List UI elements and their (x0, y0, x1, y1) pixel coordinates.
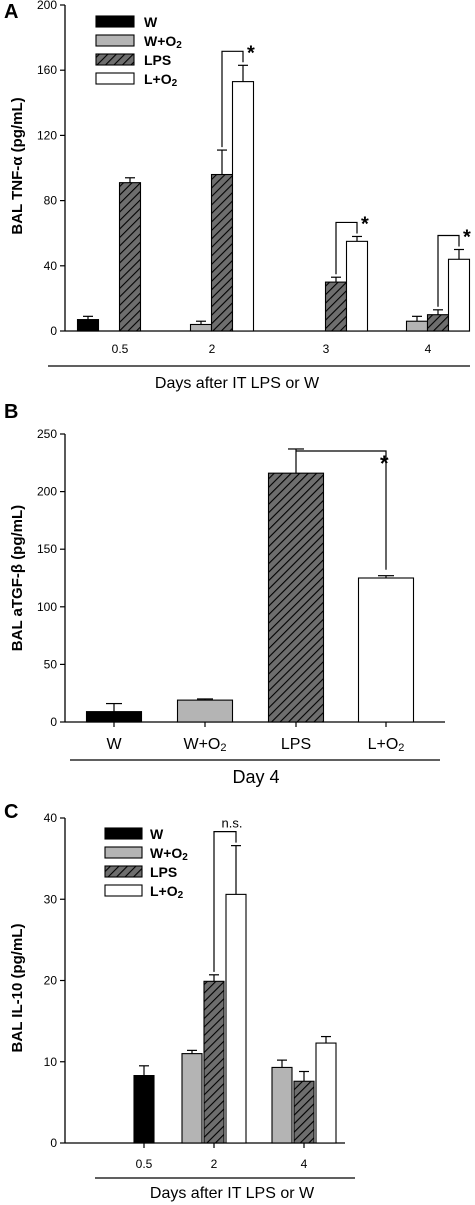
panel-a-y-tick-label: 200 (37, 0, 57, 12)
panel-a-bar (324, 281, 348, 332)
panel-b-significance-mark: * (380, 451, 389, 476)
panel-c-bar (315, 1042, 337, 1144)
panel-b-bar (267, 472, 325, 723)
panel-c-x-tick-label: 4 (301, 1157, 308, 1171)
panel-c-x-tick-label: 2 (211, 1157, 218, 1171)
panel-b-x-tick-label: W+O2 (183, 736, 226, 754)
panel-c-bar (293, 1080, 315, 1144)
panel-a-legend-label: W (144, 14, 158, 30)
panel-a-y-tick-label: 160 (37, 63, 57, 77)
panel-b-y-tick-label: 200 (37, 485, 57, 499)
panel-a-bar (447, 258, 471, 332)
panel-c-bar (203, 980, 225, 1144)
panel-c-legend-swatch (104, 884, 143, 897)
panel-b-bar (85, 711, 143, 723)
panel-a-legend-label: W+O2 (144, 33, 182, 51)
panel-a-bar (118, 182, 142, 332)
panel-a-label: A (4, 1, 18, 23)
panel-c-y-tick-label: 20 (44, 974, 58, 988)
panel-a-bar (231, 81, 255, 332)
panel-a-bar (189, 323, 213, 332)
panel-a-x-axis-label: Days after IT LPS or W (155, 375, 320, 392)
panel-c-legend-swatch (104, 846, 143, 859)
panel-a: A BAL TNF-α (pg/mL) 0 40 80 120 160 200 0.5 2 3 4… (4, 0, 471, 392)
panel-c-legend-label: L+O2 (150, 883, 184, 901)
panel-a-bar (210, 173, 234, 332)
panel-c-y-tick-label: 10 (44, 1055, 58, 1069)
panel-c-legend-swatch (104, 865, 143, 878)
panel-a-legend-label: L+O2 (144, 71, 178, 89)
panel-b-plot: 0 50 100 150 200 250 W W+O2 LPS L+O2 * (37, 427, 445, 761)
panel-b-y-tick-label: 150 (37, 542, 57, 556)
panel-b-y-axis-label: BAL aTGF-β (pg/mL) (9, 505, 26, 651)
panel-c-y-tick-label: 0 (50, 1136, 57, 1150)
panel-a-y-axis-label: BAL TNF-α (pg/mL) (9, 97, 26, 234)
panel-c-bar (271, 1066, 293, 1144)
panel-c-x-tick-label: 0.5 (136, 1157, 153, 1171)
panel-a-legend-label: LPS (144, 52, 171, 68)
panel-a-bar (76, 319, 100, 332)
panel-a-significance-mark: * (361, 213, 369, 235)
panel-c-significance-bracket (213, 831, 237, 972)
panel-a-significance-bracket (335, 221, 358, 275)
panel-b-bar (357, 577, 415, 723)
panel-b-x-axis-label: Day 4 (232, 767, 279, 787)
panel-c: C BAL IL-10 (pg/mL) 0 10 20 30 40 0.5 2 4 n.s. WW… (4, 801, 355, 1202)
panel-c-bar (225, 893, 247, 1144)
panel-c-legend-label: LPS (150, 864, 177, 880)
panel-a-legend-swatch (95, 72, 135, 85)
panel-c-label: C (4, 801, 18, 823)
panel-b-x-tick-label: LPS (281, 736, 311, 753)
panel-b-y-tick-label: 0 (50, 715, 57, 729)
panel-c-bar (133, 1075, 155, 1144)
panel-b-x-tick-label: W (106, 736, 122, 753)
panel-c-y-axis-label: BAL IL-10 (pg/mL) (9, 924, 26, 1053)
panel-b-y-tick-label: 250 (37, 427, 57, 441)
panel-c-bar (181, 1053, 203, 1144)
panel-a-significance-mark: * (247, 42, 255, 64)
panel-a-legend-swatch (95, 53, 135, 66)
panel-b-y-tick-label: 100 (37, 600, 57, 614)
panel-c-legend-swatch (104, 827, 143, 840)
panel-c-significance-mark: n.s. (222, 816, 243, 831)
panel-a-x-tick-label: 3 (323, 342, 330, 356)
panel-a-x-tick-label: 2 (209, 342, 216, 356)
panel-c-y-tick-label: 40 (44, 811, 58, 825)
panel-a-bar (426, 314, 450, 332)
panel-a-y-tick-label: 80 (44, 194, 58, 208)
panel-a-legend-swatch (95, 34, 135, 47)
panel-b-bar (176, 699, 234, 723)
panel-b: B BAL aTGF-β (pg/mL) 0 50 100 150 200 250 W W+O… (4, 401, 445, 787)
panel-a-x-tick-label: 4 (425, 342, 432, 356)
panel-b-label: B (4, 401, 18, 423)
panel-c-y-tick-label: 30 (44, 892, 58, 906)
panel-a-y-tick-label: 0 (50, 324, 57, 338)
panel-c-x-axis-label: Days after IT LPS or W (150, 1185, 315, 1202)
panel-b-y-tick-label: 50 (44, 657, 58, 671)
panel-a-significance-mark: * (463, 227, 471, 249)
panel-a-significance-bracket (437, 234, 460, 307)
panel-b-significance-bracket (296, 450, 387, 570)
panel-a-x-tick-label: 0.5 (112, 342, 129, 356)
panel-c-legend-label: W (150, 826, 164, 842)
panel-a-bar (405, 320, 429, 332)
panel-a-legend-swatch (95, 15, 135, 28)
panel-b-x-tick-label: L+O2 (368, 736, 405, 754)
panel-c-legend-label: W+O2 (150, 845, 188, 863)
panel-a-y-tick-label: 40 (44, 259, 58, 273)
panel-a-significance-bracket (221, 50, 244, 148)
panel-a-y-tick-label: 120 (37, 128, 57, 142)
panel-a-bar (345, 240, 369, 332)
